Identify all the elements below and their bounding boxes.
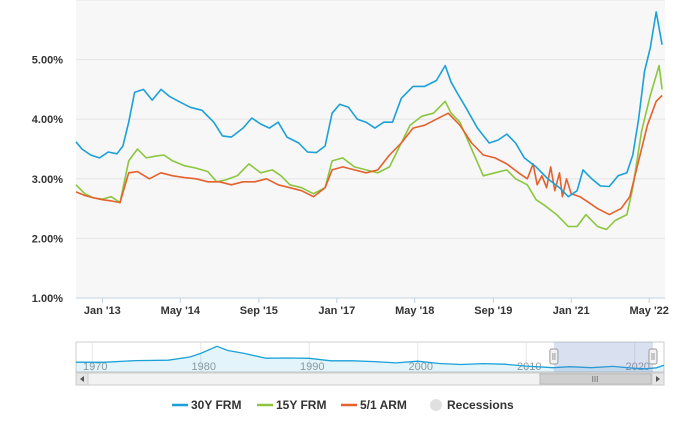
navigator-ticks: 1970 1980 1990 2000 2010 2020 <box>83 342 650 373</box>
legend-item-15y-frm[interactable]: 15Y FRM <box>257 398 326 412</box>
navigator-selected-range[interactable] <box>553 342 653 372</box>
x-tick-label: Sep '15 <box>240 305 278 317</box>
y-tick-label: 3.00% <box>32 174 63 186</box>
legend-label: 30Y FRM <box>191 398 241 412</box>
legend-dot-swatch <box>430 399 442 411</box>
legend-item-30y-frm[interactable]: 30Y FRM <box>172 398 241 412</box>
x-tick-label: May '22 <box>630 305 669 317</box>
legend: 30Y FRM 15Y FRM 5/1 ARM Recessions <box>172 398 514 412</box>
legend-item-5-1-arm[interactable]: 5/1 ARM <box>341 398 407 412</box>
scrollbar-grip: III <box>592 375 599 384</box>
x-tick-label: Jan '21 <box>553 305 590 317</box>
y-tick-label: 4.00% <box>32 114 63 126</box>
x-tick-label: Sep '19 <box>474 305 512 317</box>
navigator-handle-left[interactable] <box>549 348 559 365</box>
x-tick-label: Jan '17 <box>318 305 355 317</box>
y-tick-label: 5.00% <box>32 55 63 67</box>
navigator-tick-label: 1970 <box>83 361 107 373</box>
legend-label: Recessions <box>447 398 514 412</box>
navigator-tick-label: 2020 <box>625 361 649 373</box>
y-tick-label: 1.00% <box>32 293 63 305</box>
navigator-selection[interactable] <box>549 342 658 372</box>
x-tick-label: May '14 <box>161 305 201 317</box>
scrollbar-thumb[interactable] <box>539 373 652 385</box>
navigator-tick-label: 2010 <box>517 361 541 373</box>
navigator[interactable]: 1970 1980 1990 2000 2010 2020 <box>75 341 665 373</box>
series-line-30y-frm[interactable] <box>75 11 663 198</box>
series-line-5-1-arm[interactable] <box>75 94 663 216</box>
chevron-right-icon <box>656 376 660 382</box>
chevron-left-icon <box>80 376 84 382</box>
legend-item-recessions[interactable]: Recessions <box>430 398 514 412</box>
plot-background <box>76 0 665 298</box>
navigator-tick-label: 1980 <box>192 361 216 373</box>
x-tick-label: Jan '13 <box>84 305 121 317</box>
y-axis: 1.00% 2.00% 3.00% 4.00% 5.00% <box>32 55 63 305</box>
navigator-line <box>75 345 665 370</box>
navigator-tick-label: 2000 <box>408 361 432 373</box>
navigator-tick-label: 1990 <box>300 361 324 373</box>
y-tick-label: 2.00% <box>32 233 63 245</box>
plot-area[interactable] <box>75 11 663 231</box>
x-axis: Jan '13 May '14 Sep '15 Jan '17 May '18 Sep '… <box>84 298 669 317</box>
legend-label: 5/1 ARM <box>360 398 407 412</box>
navigator-series <box>75 345 665 372</box>
legend-label: 15Y FRM <box>276 398 326 412</box>
navigator-scrollbar[interactable]: III <box>75 372 665 386</box>
x-tick-label: May '18 <box>395 305 434 317</box>
navigator-handle-right[interactable] <box>648 348 658 365</box>
